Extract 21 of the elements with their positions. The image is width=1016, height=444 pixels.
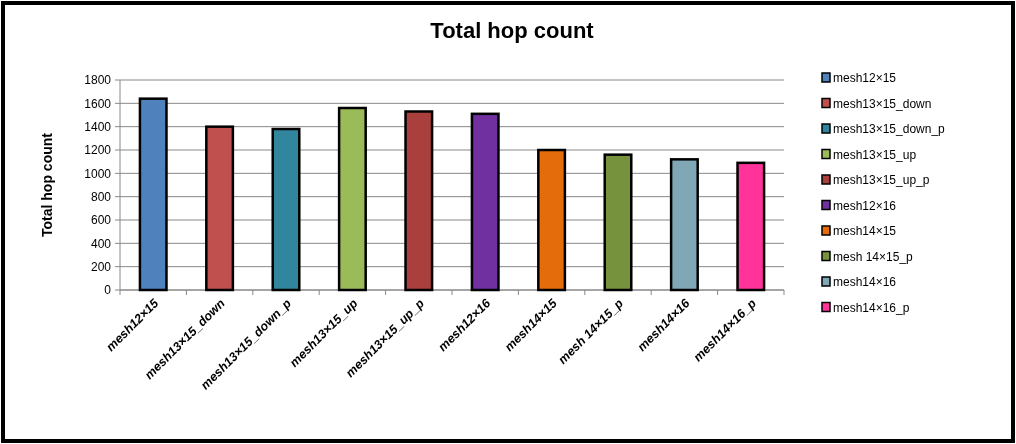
y-tick-label: 1600 (84, 96, 112, 111)
legend-label: mesh12×16 (833, 198, 897, 213)
legend-label: mesh13×15_up_p (833, 173, 930, 188)
legend-label: mesh13×15_down_p (833, 122, 946, 137)
y-axis-title: Total hop count (39, 132, 55, 237)
y-tick-label: 800 (90, 189, 112, 204)
legend-label: mesh14×15 (833, 224, 897, 239)
legend-label: mesh13×15_down (833, 96, 932, 111)
legend-label: mesh13×15_up (833, 147, 917, 162)
y-tick-label: 1800 (84, 73, 112, 88)
y-tick-label: 400 (90, 236, 112, 251)
chart-title: Total hop count (430, 18, 595, 43)
legend-label: mesh 14×15_p (833, 249, 914, 264)
y-tick-label: 600 (90, 213, 112, 228)
y-tick-label: 0 (104, 283, 112, 298)
legend-label: mesh14×16 (833, 275, 897, 290)
y-tick-label: 1400 (84, 119, 112, 134)
y-tick-label: 1200 (84, 143, 112, 158)
y-tick-label: 200 (90, 259, 112, 274)
legend-label: mesh12×15 (833, 71, 897, 86)
y-tick-label: 1000 (84, 166, 112, 181)
